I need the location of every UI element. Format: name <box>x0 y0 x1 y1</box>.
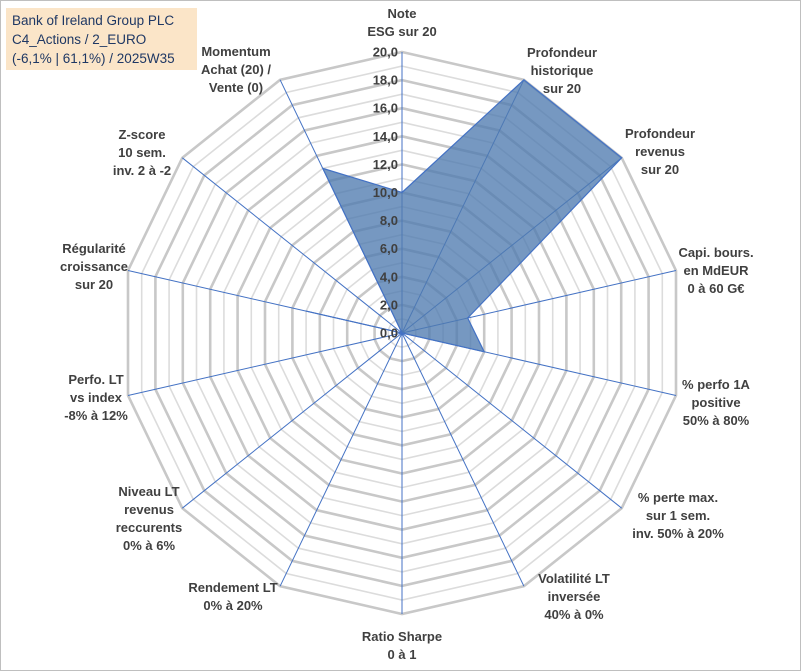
axis-label-line: Profondeur <box>527 45 597 60</box>
axis-label-line: 50% à 80% <box>683 413 750 428</box>
axis-label-line: Capi. bours. <box>678 245 753 260</box>
axis-label-line: 40% à 0% <box>544 607 604 622</box>
axis-label-line: sur 20 <box>75 277 113 292</box>
tick-label: 6,0 <box>380 241 398 256</box>
axis-label-line: Achat (20) / <box>201 62 271 77</box>
tick-label: 12,0 <box>373 157 398 172</box>
axis-label-line: Momentum <box>201 44 270 59</box>
axis-label: Rendement LT 0% à 20% <box>188 580 277 613</box>
axis-label: % perte max. sur 1 sem. inv. 50% à 20% <box>632 490 724 541</box>
axis-spoke <box>401 332 623 509</box>
axis-label-line: Ratio Sharpe <box>362 629 442 644</box>
axis-label-line: en MdEUR <box>684 263 750 278</box>
tick-label: 8,0 <box>380 213 398 228</box>
chart-title-box: Bank of Ireland Group PLC C4_Actions / 2… <box>6 8 197 70</box>
axis-label-line: inv. 50% à 20% <box>632 526 724 541</box>
axis-label-line: sur 20 <box>641 162 679 177</box>
axis-label-line: vs index <box>70 390 123 405</box>
axis-label: Profondeur historique sur 20 <box>527 45 597 96</box>
axis-label: Ratio Sharpe 0 à 1 <box>362 629 442 662</box>
axis-label-line: revenus <box>635 144 685 159</box>
axis-label-line: croissance <box>60 259 128 274</box>
axis-label-line: historique <box>531 63 594 78</box>
series-area <box>305 79 623 353</box>
tick-label: 16,0 <box>373 101 398 116</box>
axis-label-line: % perte max. <box>638 490 718 505</box>
axis-label-line: Niveau LT <box>118 484 179 499</box>
axis-label-line: Profondeur <box>625 126 695 141</box>
axis-label: Z-score 10 sem. inv. 2 à -2 <box>113 127 171 178</box>
tick-label: 4,0 <box>380 269 398 284</box>
axis-spoke <box>127 332 403 396</box>
chart-title-line-2: C4_Actions / 2_EURO <box>12 32 147 47</box>
axis-label-line: ESG sur 20 <box>367 24 436 39</box>
axis-label-line: inv. 2 à -2 <box>113 163 171 178</box>
axis-label-line: 10 sem. <box>118 145 166 160</box>
axis-spoke <box>279 332 403 587</box>
chart-title-line-3: (-6,1% | 61,1%) / 2025W35 <box>12 51 175 66</box>
axis-label: Capi. bours. en MdEUR 0 à 60 G€ <box>678 245 753 296</box>
axis-label-line: 0% à 6% <box>123 538 175 553</box>
axis-label: Volatilité LT inversée 40% à 0% <box>538 571 610 622</box>
axis-label-line: Note <box>388 6 417 21</box>
axis-label-line: Perfo. LT <box>68 372 123 387</box>
chart-title-line-1: Bank of Ireland Group PLC <box>12 13 175 28</box>
axis-label-line: reccurents <box>116 520 182 535</box>
axis-label: % perfo 1A positive 50% à 80% <box>682 377 751 428</box>
axis-label: Perfo. LT vs index -8% à 12% <box>64 372 128 423</box>
tick-label: 14,0 <box>373 129 398 144</box>
tick-label: 2,0 <box>380 297 398 312</box>
axis-label-line: Vente (0) <box>209 80 263 95</box>
axis-label-line: sur 20 <box>543 81 581 96</box>
tick-label: 20,0 <box>373 45 398 60</box>
tick-label: 10,0 <box>373 185 398 200</box>
tick-label: 0,0 <box>380 326 398 341</box>
radar-series <box>305 79 623 353</box>
tick-label: 18,0 <box>373 73 398 88</box>
axis-label: Momentum Achat (20) / Vente (0) <box>201 44 271 95</box>
axis-label-line: 0 à 1 <box>388 647 417 662</box>
radar-tick-labels: 0,0 2,0 4,0 6,0 8,0 10,0 12,0 14,0 16,0 18,0 20,0 <box>373 45 398 341</box>
axis-label-line: Régularité <box>62 241 126 256</box>
axis-label: Niveau LT revenus reccurents 0% à 6% <box>116 484 182 553</box>
axis-label-line: 0% à 20% <box>203 598 263 613</box>
radar-axis-labels: Note ESG sur 20 Profondeur historique sur 20… <box>60 6 754 662</box>
axis-label-line: Volatilité LT <box>538 571 610 586</box>
axis-label-line: positive <box>691 395 740 410</box>
axis-label: Profondeur revenus sur 20 <box>625 126 695 177</box>
axis-label: Note ESG sur 20 <box>367 6 436 39</box>
axis-label-line: Rendement LT <box>188 580 277 595</box>
axis-label-line: -8% à 12% <box>64 408 128 423</box>
axis-label-line: 0 à 60 G€ <box>687 281 744 296</box>
axis-label-line: revenus <box>124 502 174 517</box>
axis-label-line: inversée <box>548 589 601 604</box>
axis-spoke <box>181 157 403 334</box>
axis-label-line: Z-score <box>119 127 166 142</box>
axis-label-line: % perfo 1A <box>682 377 751 392</box>
axis-label-line: sur 1 sem. <box>646 508 710 523</box>
axis-spoke <box>401 332 525 587</box>
axis-label: Régularité croissance sur 20 <box>60 241 128 292</box>
axis-spoke <box>181 332 403 509</box>
